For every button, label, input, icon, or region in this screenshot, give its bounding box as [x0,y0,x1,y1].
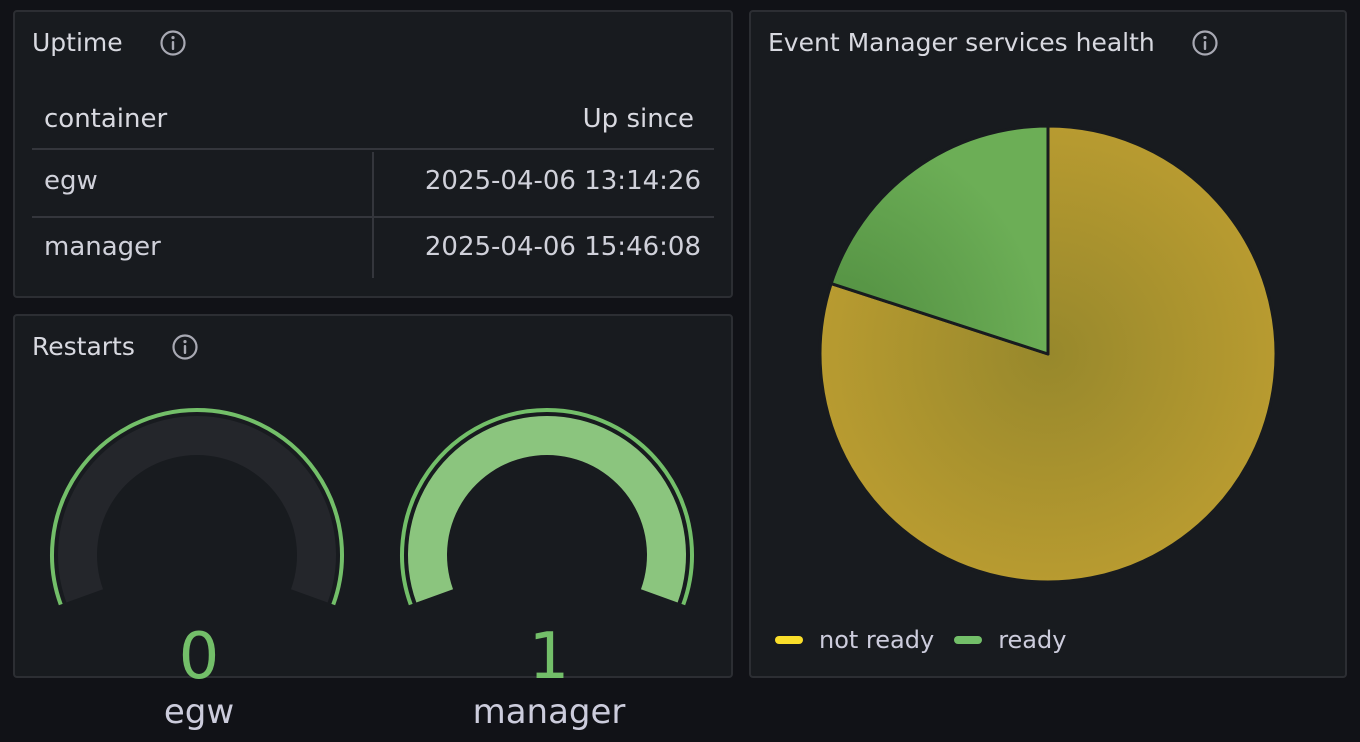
panel-title: Restarts [32,332,135,361]
gauge-fill [408,416,686,603]
gauge-arc [400,408,694,606]
gauge-value: 1 [528,620,570,694]
gauge-label: egw [163,692,235,732]
cell-up-since: 2025-04-06 13:14:26 [424,166,701,196]
uptime-panel: Uptime container Up since egw 2025-04-06… [13,10,733,298]
uptime-title-wrap: Uptime [32,28,187,57]
info-icon[interactable] [171,333,199,361]
restarts-title-wrap: Restarts [32,332,199,361]
gauge-threshold-ring [50,408,344,606]
legend-swatch [954,636,983,644]
gauge-label: manager [472,692,626,732]
info-icon[interactable] [159,29,187,57]
table-row: manager 2025-04-06 15:46:08 [32,218,714,278]
panel-title: Event Manager services health [768,28,1155,57]
health-title-wrap: Event Manager services health [768,28,1219,57]
pie-chart[interactable] [751,12,1345,612]
column-header-container[interactable]: container [44,104,168,134]
pie-slice-not-ready[interactable] [818,124,1278,584]
info-icon[interactable] [1191,29,1219,57]
column-divider [372,152,374,216]
cell-container: egw [44,166,98,196]
restarts-panel: Restarts 0 egw 1 manager [13,314,733,732]
cell-container: manager [44,232,161,262]
gauge-egw: 0 egw [49,402,349,742]
health-panel: Event Manager services health not ready … [749,10,1347,678]
gauge-manager: 1 manager [399,402,699,742]
gauge-threshold-ring [400,408,694,606]
table-header: container Up since [32,100,714,150]
gauge-track [57,416,336,603]
gauge-value: 0 [178,620,220,694]
column-header-up-since[interactable]: Up since [582,104,694,134]
chart-legend: not ready ready [775,626,1086,654]
legend-swatch [775,636,803,644]
pie-slice-ready[interactable] [829,124,1050,356]
panel-title: Uptime [32,28,123,57]
cell-up-since: 2025-04-06 15:46:08 [424,232,701,262]
table-row: egw 2025-04-06 13:14:26 [32,152,714,218]
gauge-arc [50,408,344,606]
column-divider [372,218,374,278]
legend-item-ready[interactable]: ready [954,626,1066,654]
legend-item-not-ready[interactable]: not ready [775,626,934,654]
legend-label: ready [998,626,1067,654]
legend-label: not ready [819,626,935,654]
